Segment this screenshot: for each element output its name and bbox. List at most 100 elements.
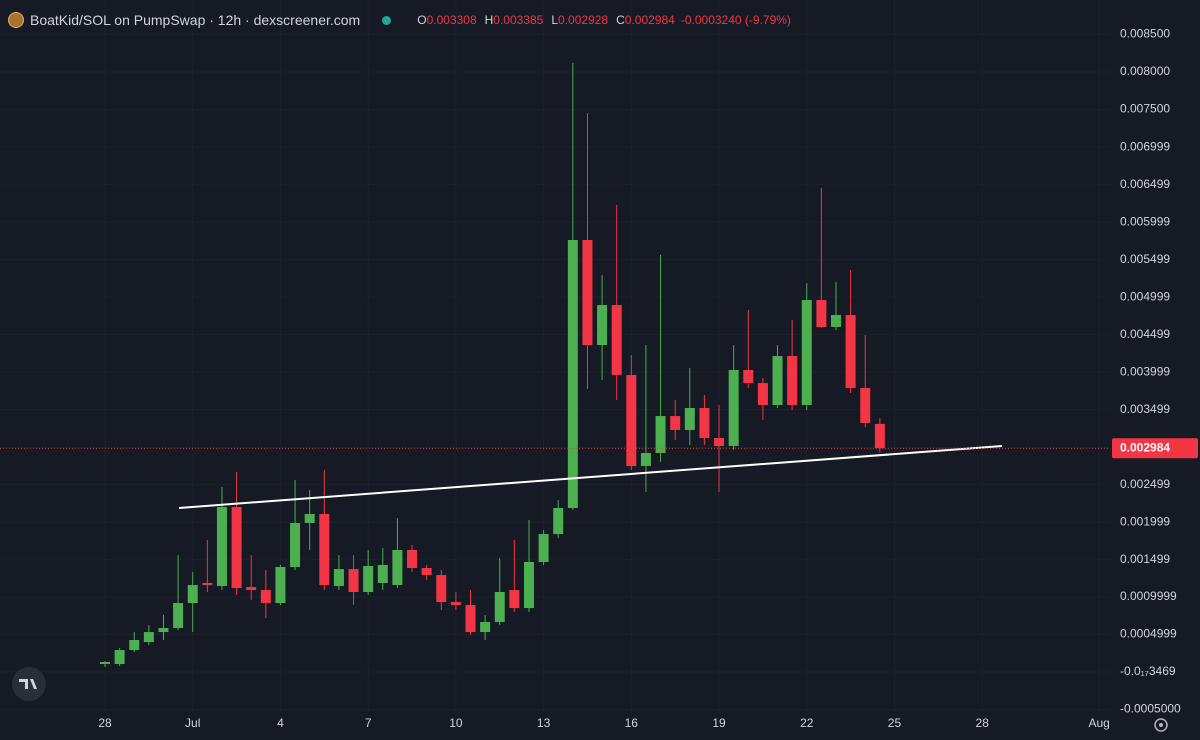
y-tick-label: 0.0009999 <box>1120 589 1177 603</box>
x-tick-label: 16 <box>625 716 639 730</box>
candle-body <box>480 621 491 633</box>
low-value: 0.002928 <box>558 13 609 27</box>
y-tick-label: 0.004499 <box>1120 327 1170 341</box>
x-tick-label: Jul <box>185 716 200 730</box>
candle-body <box>363 566 374 592</box>
chart-title: BoatKid/SOL on PumpSwap · 12h · dexscree… <box>30 12 361 28</box>
candle-body <box>772 356 783 406</box>
candle-body <box>553 507 564 535</box>
candle-body <box>655 416 666 454</box>
tv-logo[interactable] <box>12 667 46 701</box>
candle-body <box>743 369 754 384</box>
x-tick-label: 22 <box>800 716 814 730</box>
candle-body <box>640 453 651 466</box>
x-tick-label: 25 <box>888 716 902 730</box>
candle-body <box>787 356 798 406</box>
candle-body <box>158 627 169 633</box>
y-tick-label: 0.003499 <box>1120 402 1170 416</box>
y-tick-label: 0.006499 <box>1120 177 1170 191</box>
y-tick-label: 0.008500 <box>1120 27 1170 41</box>
last-price-box <box>1112 438 1198 459</box>
candle-body <box>173 603 184 628</box>
token-icon <box>8 12 24 28</box>
price-axis: 0.008500 0.008000 0.007500 0.006999 0.006499… <box>0 27 1198 716</box>
candle-body <box>216 507 227 586</box>
x-tick-label: 10 <box>449 716 463 730</box>
candle-body <box>275 567 286 604</box>
x-tick-label: 7 <box>365 716 372 730</box>
y-tick-label: -0.0₁₇3469 <box>1120 664 1176 678</box>
candle-body <box>114 650 125 664</box>
candle-body <box>450 602 461 606</box>
legend-header: BoatKid/SOL on PumpSwap · 12h · dexscree… <box>8 10 791 30</box>
high-value: 0.003385 <box>493 13 544 27</box>
candles <box>100 63 885 667</box>
candle-body <box>304 513 315 523</box>
candle-body <box>202 582 213 586</box>
open-value: 0.003308 <box>426 13 477 27</box>
settings-icon[interactable] <box>1154 718 1168 732</box>
x-tick-label: Aug <box>1088 716 1109 730</box>
candle-body <box>538 534 549 562</box>
candle-body <box>597 305 608 346</box>
candle-body <box>874 423 885 449</box>
x-tick-label: 13 <box>537 716 551 730</box>
status-dot <box>382 15 392 25</box>
candle-body <box>319 513 330 586</box>
candle-body <box>670 416 681 430</box>
candle-body <box>845 315 856 388</box>
candle-body <box>801 300 812 406</box>
candle-body <box>436 575 447 603</box>
candle-body <box>187 585 198 604</box>
x-tick-label: 19 <box>712 716 726 730</box>
candle-body <box>392 549 403 586</box>
y-tick-label: 0.005499 <box>1120 252 1170 266</box>
trendline <box>178 445 1003 509</box>
y-tick-label: 0.008000 <box>1120 64 1170 78</box>
candle-body <box>582 240 593 346</box>
candle-body <box>129 639 140 651</box>
y-tick-label: 0.004999 <box>1120 289 1170 303</box>
close-value: 0.002984 <box>624 13 675 27</box>
y-tick-label: 0.005999 <box>1120 214 1170 228</box>
candle-body <box>684 408 695 430</box>
candle-body <box>757 383 768 406</box>
candle-body <box>465 605 476 633</box>
candle-body <box>246 587 257 591</box>
y-tick-label: 0.001999 <box>1120 514 1170 528</box>
settings-icon-center <box>1159 723 1163 727</box>
y-tick-label: 0.007500 <box>1120 102 1170 116</box>
tv-logo-mark <box>19 679 37 689</box>
y-tick-label: 0.002499 <box>1120 477 1170 491</box>
candle-body <box>377 564 388 583</box>
candle-body <box>348 569 359 592</box>
x-tick-label: 4 <box>277 716 284 730</box>
y-tick-label: 0.001499 <box>1120 552 1170 566</box>
candle-body <box>523 561 534 609</box>
candle-body <box>231 507 242 589</box>
candle-body <box>333 569 344 586</box>
y-tick-label: 0.006999 <box>1120 139 1170 153</box>
x-tick-label: 28 <box>976 716 990 730</box>
last-price-label: 0.002984 <box>1120 440 1170 454</box>
close-label: C <box>616 13 625 27</box>
candle-body <box>728 369 739 447</box>
candle-body <box>407 549 418 568</box>
candle-body <box>100 662 110 664</box>
candle-body <box>699 408 710 439</box>
candle-body <box>626 375 637 466</box>
change-value: -0.0003240 (-9.79%) <box>680 13 791 27</box>
candle-body <box>290 522 301 568</box>
candle-body <box>860 387 871 424</box>
candle-body <box>816 300 827 328</box>
candle-body <box>421 567 432 576</box>
low-label: L <box>551 13 559 27</box>
y-tick-label: 0.0004999 <box>1120 627 1177 641</box>
high-label: H <box>484 13 494 27</box>
x-tick-label: 28 <box>98 716 112 730</box>
candle-body <box>831 315 841 328</box>
candle-body <box>509 590 520 609</box>
